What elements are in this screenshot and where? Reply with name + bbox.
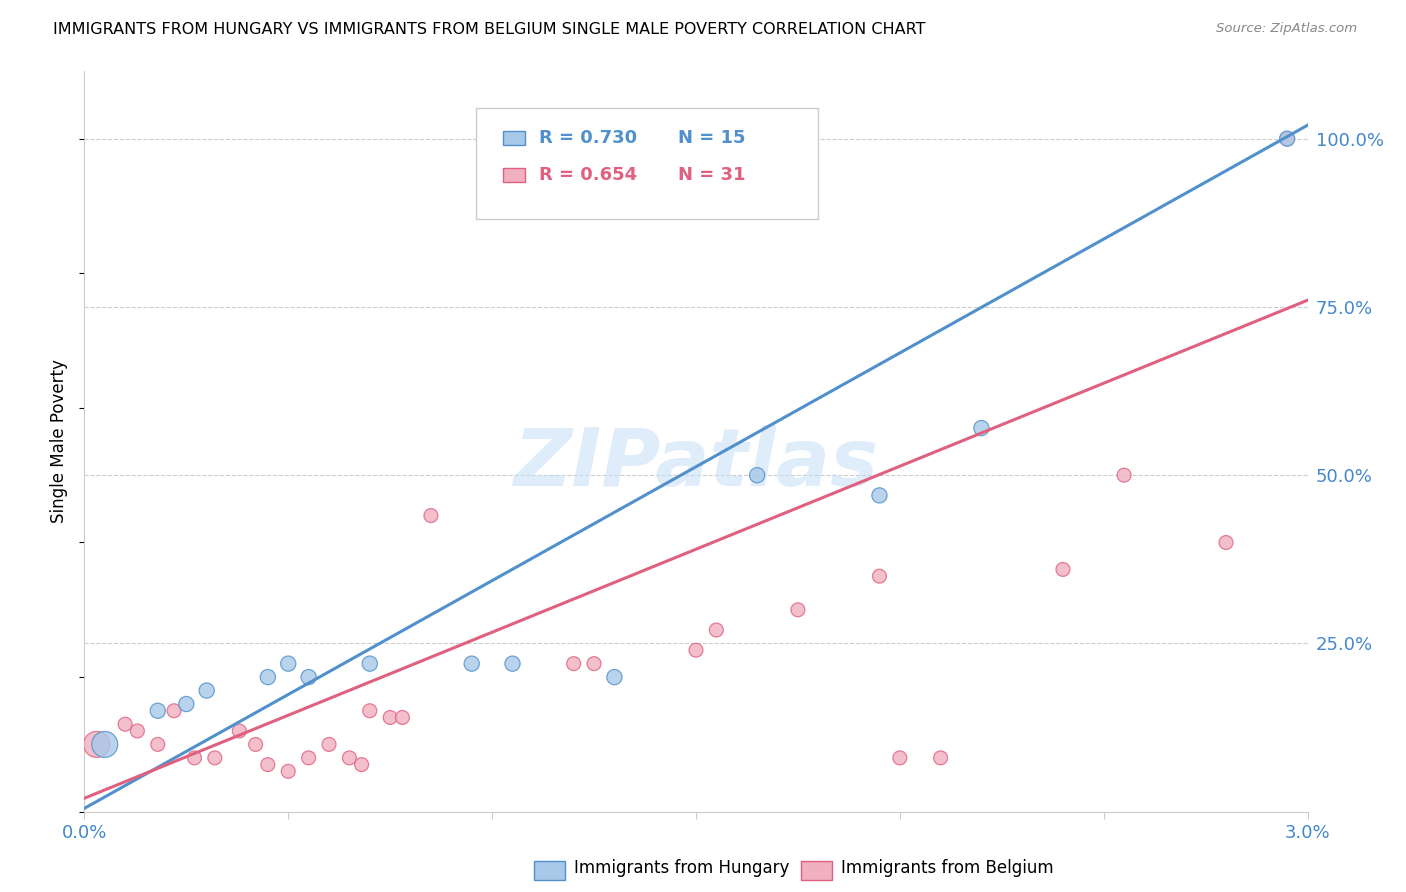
Point	[461, 657, 484, 671]
Point	[1215, 535, 1237, 549]
Text: Immigrants from Belgium: Immigrants from Belgium	[841, 859, 1053, 877]
Point	[114, 717, 136, 731]
Point	[583, 657, 606, 671]
Text: Immigrants from Hungary: Immigrants from Hungary	[574, 859, 789, 877]
Point	[183, 751, 205, 765]
Point	[257, 670, 280, 684]
Point	[1277, 131, 1299, 145]
Point	[869, 569, 891, 583]
Text: R = 0.654: R = 0.654	[540, 166, 637, 184]
Point	[929, 751, 952, 765]
Point	[298, 670, 321, 684]
Text: IMMIGRANTS FROM HUNGARY VS IMMIGRANTS FROM BELGIUM SINGLE MALE POVERTY CORRELATI: IMMIGRANTS FROM HUNGARY VS IMMIGRANTS FR…	[53, 22, 927, 37]
Point	[350, 757, 373, 772]
Point	[359, 657, 381, 671]
Point	[889, 751, 911, 765]
Point	[380, 710, 402, 724]
Point	[318, 738, 340, 752]
Point	[685, 643, 707, 657]
Point	[277, 764, 299, 779]
Point	[787, 603, 810, 617]
Point	[562, 657, 585, 671]
Point	[747, 468, 769, 483]
Point	[298, 751, 321, 765]
Point	[502, 657, 524, 671]
Point	[127, 723, 149, 738]
Point	[706, 623, 728, 637]
Point	[1052, 562, 1074, 576]
Point	[603, 670, 626, 684]
FancyBboxPatch shape	[503, 169, 524, 182]
FancyBboxPatch shape	[503, 131, 524, 145]
Text: R = 0.730: R = 0.730	[540, 129, 637, 147]
Point	[93, 738, 117, 752]
Point	[245, 738, 267, 752]
Text: N = 15: N = 15	[678, 129, 745, 147]
Point	[391, 710, 413, 724]
Point	[146, 738, 169, 752]
Point	[1114, 468, 1136, 483]
Point	[257, 757, 280, 772]
Point	[228, 723, 250, 738]
Point	[339, 751, 361, 765]
Text: Source: ZipAtlas.com: Source: ZipAtlas.com	[1216, 22, 1357, 36]
FancyBboxPatch shape	[475, 109, 818, 219]
Point	[176, 697, 198, 711]
Point	[970, 421, 993, 435]
Point	[1277, 131, 1299, 145]
Point	[86, 738, 108, 752]
Text: N = 31: N = 31	[678, 166, 745, 184]
Point	[420, 508, 443, 523]
Y-axis label: Single Male Poverty: Single Male Poverty	[51, 359, 69, 524]
Point	[359, 704, 381, 718]
Point	[277, 657, 299, 671]
Text: ZIPatlas: ZIPatlas	[513, 425, 879, 503]
Point	[869, 488, 891, 502]
Point	[204, 751, 226, 765]
Point	[163, 704, 186, 718]
Point	[146, 704, 169, 718]
Point	[195, 683, 218, 698]
